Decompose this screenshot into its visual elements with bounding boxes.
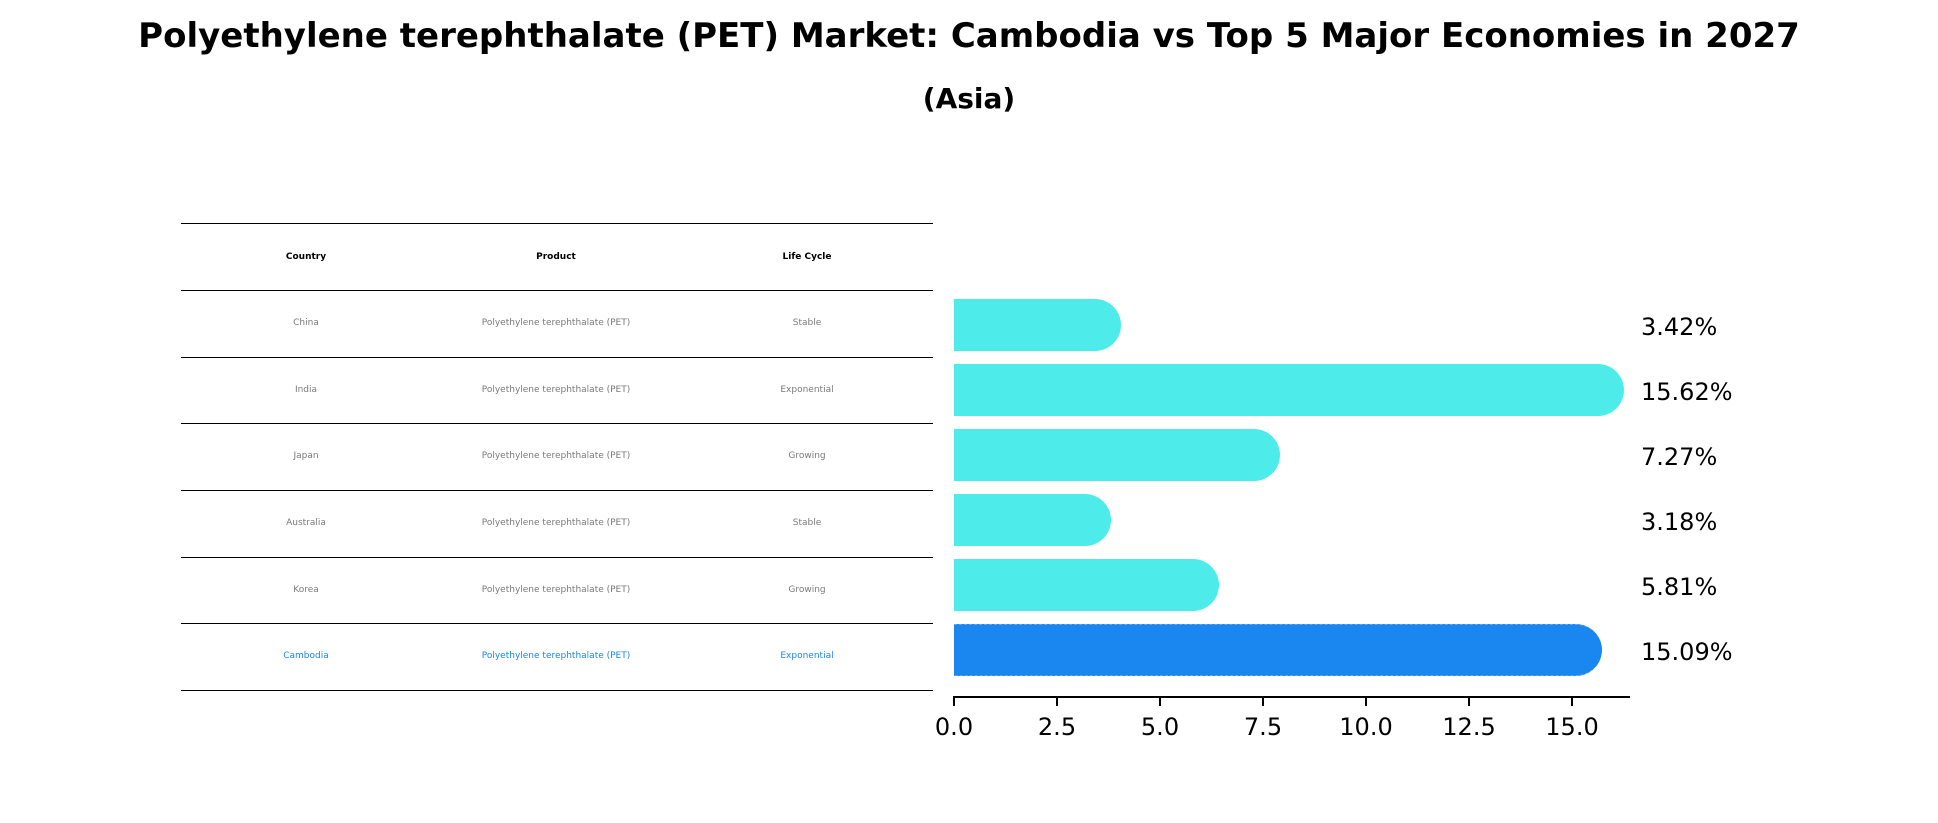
table-divider <box>181 490 933 491</box>
table-cell-product: Polyethylene terephthalate (PET) <box>481 585 631 595</box>
x-axis-tick <box>1262 696 1264 706</box>
table-divider <box>181 290 933 291</box>
x-axis-line <box>954 696 1630 698</box>
value-label: 3.18% <box>1641 508 1718 536</box>
table-cell-life-cycle-highlighted: Exponential <box>780 651 834 661</box>
value-label: 3.42% <box>1641 313 1718 341</box>
chart-title: Polyethylene terephthalate (PET) Market:… <box>138 16 1800 56</box>
chart-subtitle: (Asia) <box>922 82 1016 115</box>
table-cell-country: Japan <box>293 451 319 461</box>
table-divider <box>181 223 933 224</box>
x-axis-tick <box>1159 696 1161 706</box>
table-cell-life-cycle: Growing <box>788 451 826 461</box>
table-cell-country: Korea <box>293 585 319 595</box>
value-label: 15.09% <box>1641 638 1733 666</box>
bar-cambodia-highlighted <box>954 624 1602 676</box>
x-axis-tick-label: 2.5 <box>1037 713 1077 741</box>
x-axis-tick-label: 12.5 <box>1442 713 1496 741</box>
x-axis-tick-label: 15.0 <box>1545 713 1599 741</box>
table-cell-country: China <box>293 318 319 328</box>
x-axis-tick-label: 10.0 <box>1339 713 1393 741</box>
table-cell-product-highlighted: Polyethylene terephthalate (PET) <box>481 651 631 661</box>
table-divider <box>181 557 933 558</box>
value-label: 7.27% <box>1641 443 1718 471</box>
x-axis-tick <box>1056 696 1058 706</box>
table-cell-country: India <box>294 385 318 395</box>
table-header-life-cycle: Life Cycle <box>782 252 832 262</box>
x-axis-tick-label: 5.0 <box>1140 713 1180 741</box>
table-header-country: Country <box>285 252 327 262</box>
table-divider <box>181 690 933 691</box>
x-axis-tick-label: 0.0 <box>934 713 974 741</box>
bar-japan <box>954 429 1280 481</box>
table-cell-product: Polyethylene terephthalate (PET) <box>481 385 631 395</box>
table-header-product: Product <box>536 252 576 262</box>
table-divider <box>181 623 933 624</box>
bar-india <box>954 364 1624 416</box>
bar-australia <box>954 494 1111 546</box>
table-divider <box>181 423 933 424</box>
value-label: 15.62% <box>1641 378 1733 406</box>
x-axis-tick <box>1571 696 1573 706</box>
table-cell-product: Polyethylene terephthalate (PET) <box>481 318 631 328</box>
table-divider <box>181 357 933 358</box>
value-label: 5.81% <box>1641 573 1718 601</box>
table-cell-life-cycle: Stable <box>792 518 822 528</box>
x-axis-tick-label: 7.5 <box>1243 713 1283 741</box>
table-cell-product: Polyethylene terephthalate (PET) <box>481 518 631 528</box>
x-axis-tick <box>1468 696 1470 706</box>
bar-china <box>954 299 1121 351</box>
bar-korea <box>954 559 1219 611</box>
table-cell-life-cycle: Growing <box>788 585 826 595</box>
table-cell-life-cycle: Exponential <box>780 385 834 395</box>
table-cell-country: Australia <box>286 518 326 528</box>
x-axis-tick <box>1365 696 1367 706</box>
table-cell-product: Polyethylene terephthalate (PET) <box>481 451 631 461</box>
table-cell-country-highlighted: Cambodia <box>283 651 329 661</box>
x-axis-tick <box>953 696 955 706</box>
table-cell-life-cycle: Stable <box>792 318 822 328</box>
